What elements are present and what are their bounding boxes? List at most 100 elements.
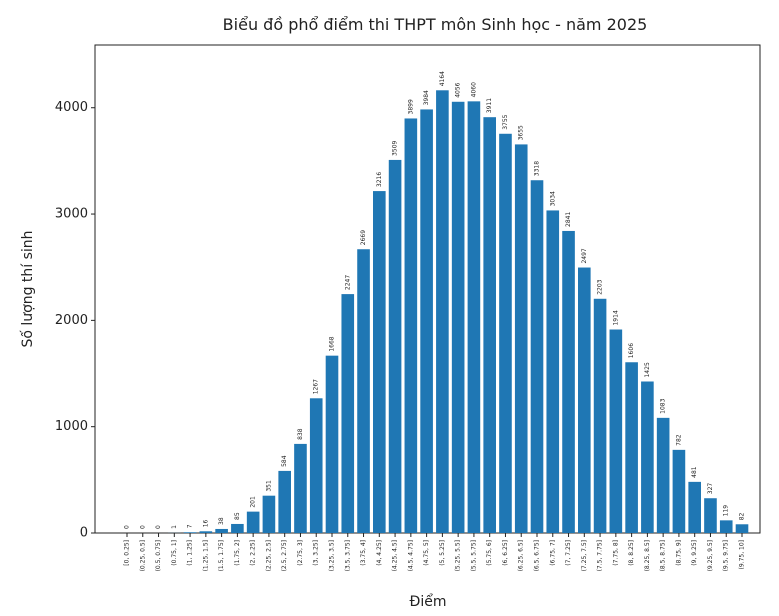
bar bbox=[641, 381, 654, 533]
bar bbox=[231, 523, 244, 533]
x-tick-label: (1, 1.25] bbox=[187, 540, 194, 566]
y-tick-label: 3000 bbox=[55, 207, 88, 222]
value-label: 782 bbox=[675, 434, 682, 446]
x-tick-label: (0.5, 0.75] bbox=[155, 540, 162, 571]
value-label: 838 bbox=[297, 428, 304, 440]
value-label: 351 bbox=[265, 480, 272, 492]
bar bbox=[562, 230, 575, 534]
x-tick-label: (6.75, 7] bbox=[549, 540, 556, 566]
bar bbox=[578, 267, 591, 533]
value-label: 3216 bbox=[376, 172, 383, 187]
value-label: 0 bbox=[139, 525, 146, 529]
value-label: 0 bbox=[124, 525, 131, 529]
value-label: 481 bbox=[691, 466, 698, 478]
x-tick-label: (6.5, 6.75] bbox=[534, 540, 541, 571]
value-label: 3655 bbox=[518, 125, 525, 140]
bar bbox=[672, 449, 686, 533]
x-tick-label: (8, 8.25] bbox=[628, 540, 635, 566]
bar bbox=[704, 498, 717, 533]
value-label: 201 bbox=[250, 496, 257, 508]
value-label: 4056 bbox=[455, 82, 462, 97]
x-tick-label: (3.75, 4] bbox=[360, 540, 367, 566]
bar bbox=[294, 443, 307, 533]
bar bbox=[246, 511, 260, 533]
bar bbox=[546, 210, 560, 533]
x-tick-label: (4.75, 5] bbox=[423, 540, 430, 566]
value-label: 3034 bbox=[549, 191, 556, 206]
bar bbox=[373, 191, 386, 533]
bar bbox=[278, 470, 291, 533]
x-tick-label: (8.5, 8.75] bbox=[660, 540, 667, 571]
x-tick-label: (9, 9.25] bbox=[691, 540, 698, 566]
value-label: 82 bbox=[739, 512, 746, 520]
x-tick-label: (9.25, 9.5] bbox=[707, 540, 714, 571]
bar bbox=[215, 528, 228, 533]
x-tick-label: (5, 5.25] bbox=[439, 540, 446, 566]
x-tick-label: (7, 7.25] bbox=[565, 540, 572, 566]
value-label: 1914 bbox=[612, 310, 619, 325]
bar bbox=[388, 159, 402, 533]
x-tick-label: (0.75, 1] bbox=[171, 540, 178, 566]
x-tick-label: (9.75, 10] bbox=[739, 540, 746, 570]
bar bbox=[436, 90, 449, 533]
bar bbox=[420, 109, 433, 533]
bar bbox=[467, 101, 481, 534]
x-tick-label: (4, 4.25] bbox=[376, 540, 383, 566]
value-label: 85 bbox=[234, 512, 241, 520]
value-label: 1668 bbox=[329, 336, 336, 351]
x-tick-label: (7.75, 8] bbox=[612, 540, 619, 566]
bar bbox=[735, 524, 749, 533]
x-tick-label: (8.75, 9] bbox=[675, 540, 682, 566]
x-axis-label: Điểm bbox=[410, 593, 447, 610]
bar bbox=[451, 101, 465, 533]
bar bbox=[530, 180, 544, 533]
value-label: 3318 bbox=[534, 161, 541, 176]
x-tick-label: (1.25, 1.5] bbox=[202, 540, 209, 571]
y-axis-label: Số lượng thí sinh bbox=[19, 230, 36, 347]
value-label: 16 bbox=[202, 519, 209, 527]
x-tick-label: (5.5, 5.75] bbox=[470, 540, 477, 571]
x-tick-label: (2, 2.25] bbox=[250, 540, 257, 566]
bar bbox=[357, 249, 370, 533]
x-tick-label: (2.75, 3] bbox=[297, 540, 304, 566]
value-label: 2841 bbox=[565, 211, 572, 226]
x-tick-label: (0.25, 0.5] bbox=[139, 540, 146, 571]
value-label: 0 bbox=[155, 525, 162, 529]
bar bbox=[309, 398, 323, 533]
bar bbox=[325, 355, 339, 533]
value-label: 3911 bbox=[486, 98, 493, 113]
bar bbox=[593, 298, 607, 533]
bar bbox=[609, 329, 623, 533]
value-label: 3755 bbox=[502, 114, 509, 129]
bar bbox=[199, 531, 213, 533]
bar bbox=[719, 520, 733, 533]
bar bbox=[483, 117, 496, 534]
value-label: 1083 bbox=[660, 398, 667, 413]
x-tick-label: (4.5, 4.75] bbox=[407, 540, 414, 571]
value-label: 1 bbox=[171, 525, 178, 529]
value-label: 584 bbox=[281, 455, 288, 467]
x-tick-label: (9.5, 9.75] bbox=[723, 540, 730, 571]
x-tick-label: (5.75, 6] bbox=[486, 540, 493, 566]
bar bbox=[514, 144, 528, 533]
value-label: 4164 bbox=[439, 71, 446, 86]
bar bbox=[262, 495, 276, 533]
value-label: 327 bbox=[707, 483, 714, 495]
value-label: 4060 bbox=[470, 82, 477, 97]
y-tick-label: 0 bbox=[80, 526, 88, 541]
y-tick-label: 4000 bbox=[55, 100, 88, 115]
value-label: 1425 bbox=[644, 362, 651, 377]
value-label: 2247 bbox=[344, 275, 351, 290]
value-label: 119 bbox=[723, 505, 730, 517]
bar bbox=[183, 532, 197, 533]
value-label: 3509 bbox=[392, 140, 399, 155]
x-tick-label: (6.25, 6.5] bbox=[518, 540, 525, 571]
value-label: 3899 bbox=[407, 99, 414, 114]
value-label: 7 bbox=[187, 524, 194, 528]
value-label: 38 bbox=[218, 517, 225, 525]
value-label: 1267 bbox=[313, 379, 320, 394]
x-tick-label: (1.5, 1.75] bbox=[218, 540, 225, 571]
chart-title: Biểu đồ phổ điểm thi THPT môn Sinh học -… bbox=[223, 15, 648, 34]
